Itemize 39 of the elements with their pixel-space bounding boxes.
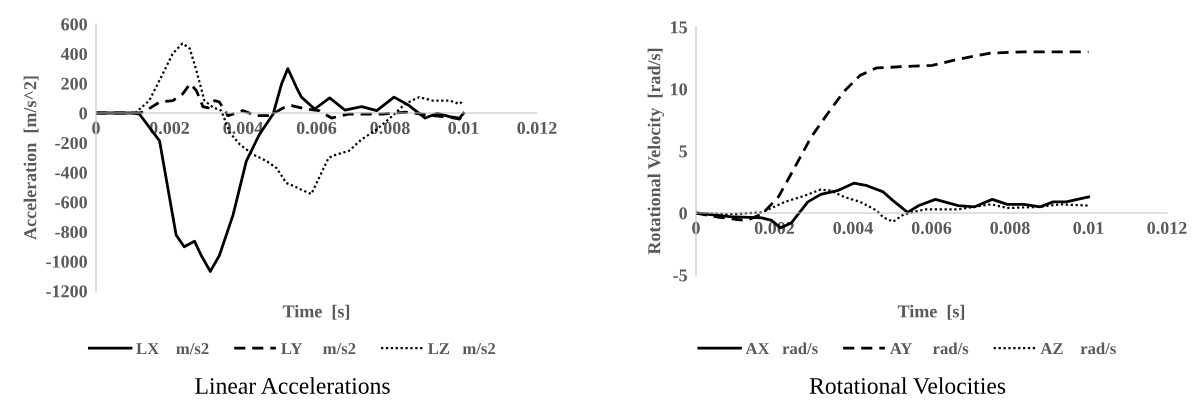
legend-label: AX rad/s bbox=[745, 342, 818, 355]
text: Rotational Velocities bbox=[809, 377, 1006, 395]
y-tick-label: -1200 bbox=[46, 285, 87, 298]
x-tick-label: 0.006 bbox=[296, 121, 337, 135]
x-tick-label: 0 bbox=[92, 121, 100, 135]
y-tick-label: 0 bbox=[679, 207, 687, 220]
y-tick-label: 400 bbox=[60, 47, 87, 61]
x-tick-label: 0.008 bbox=[990, 221, 1030, 235]
legend-label: LY m/s2 bbox=[281, 343, 356, 355]
legend-label: AY rad/s bbox=[889, 342, 969, 355]
x-tick-label: 0.008 bbox=[370, 121, 410, 135]
y-tick-label: 0 bbox=[79, 107, 87, 120]
y-tick-label: -1000 bbox=[46, 255, 87, 268]
x-axis-title: Time [s] bbox=[897, 304, 965, 320]
y-axis-title: Acceleration [m/s^2] bbox=[23, 76, 39, 240]
legend-label: LZ m/s2 bbox=[427, 343, 496, 355]
x-tick-label: 0 bbox=[692, 221, 700, 235]
y-tick-label: -200 bbox=[55, 136, 87, 150]
x-tick-label: 0.006 bbox=[911, 221, 952, 235]
y-tick-label: 5 bbox=[679, 145, 688, 158]
x-tick-label: 0.004 bbox=[223, 121, 263, 135]
y-tick-label: 600 bbox=[61, 18, 87, 31]
y-tick-label: 200 bbox=[61, 77, 87, 90]
legend-label: LX m/s2 bbox=[136, 343, 209, 355]
y-axis-title: Rotational Velocity [rad/s] bbox=[647, 48, 665, 255]
x-axis-title: Time [s] bbox=[282, 304, 350, 320]
x-tick-label: 0.012 bbox=[517, 121, 557, 135]
text: Linear Accelerations bbox=[195, 377, 390, 394]
x-tick-label: 0.01 bbox=[1073, 221, 1104, 235]
y-tick-label: -600 bbox=[55, 196, 87, 209]
x-tick-label: 0.004 bbox=[833, 221, 873, 235]
y-tick-label: 15 bbox=[671, 21, 688, 34]
x-tick-label: 0.012 bbox=[1147, 221, 1187, 235]
x-tick-label: 0.01 bbox=[448, 121, 479, 135]
legend-label: AZ rad/s bbox=[1040, 342, 1116, 355]
y-tick-label: 10 bbox=[671, 83, 687, 96]
y-tick-label: -800 bbox=[55, 225, 87, 239]
y-tick-label: -400 bbox=[55, 166, 87, 179]
y-tick-label: -5 bbox=[673, 269, 688, 282]
